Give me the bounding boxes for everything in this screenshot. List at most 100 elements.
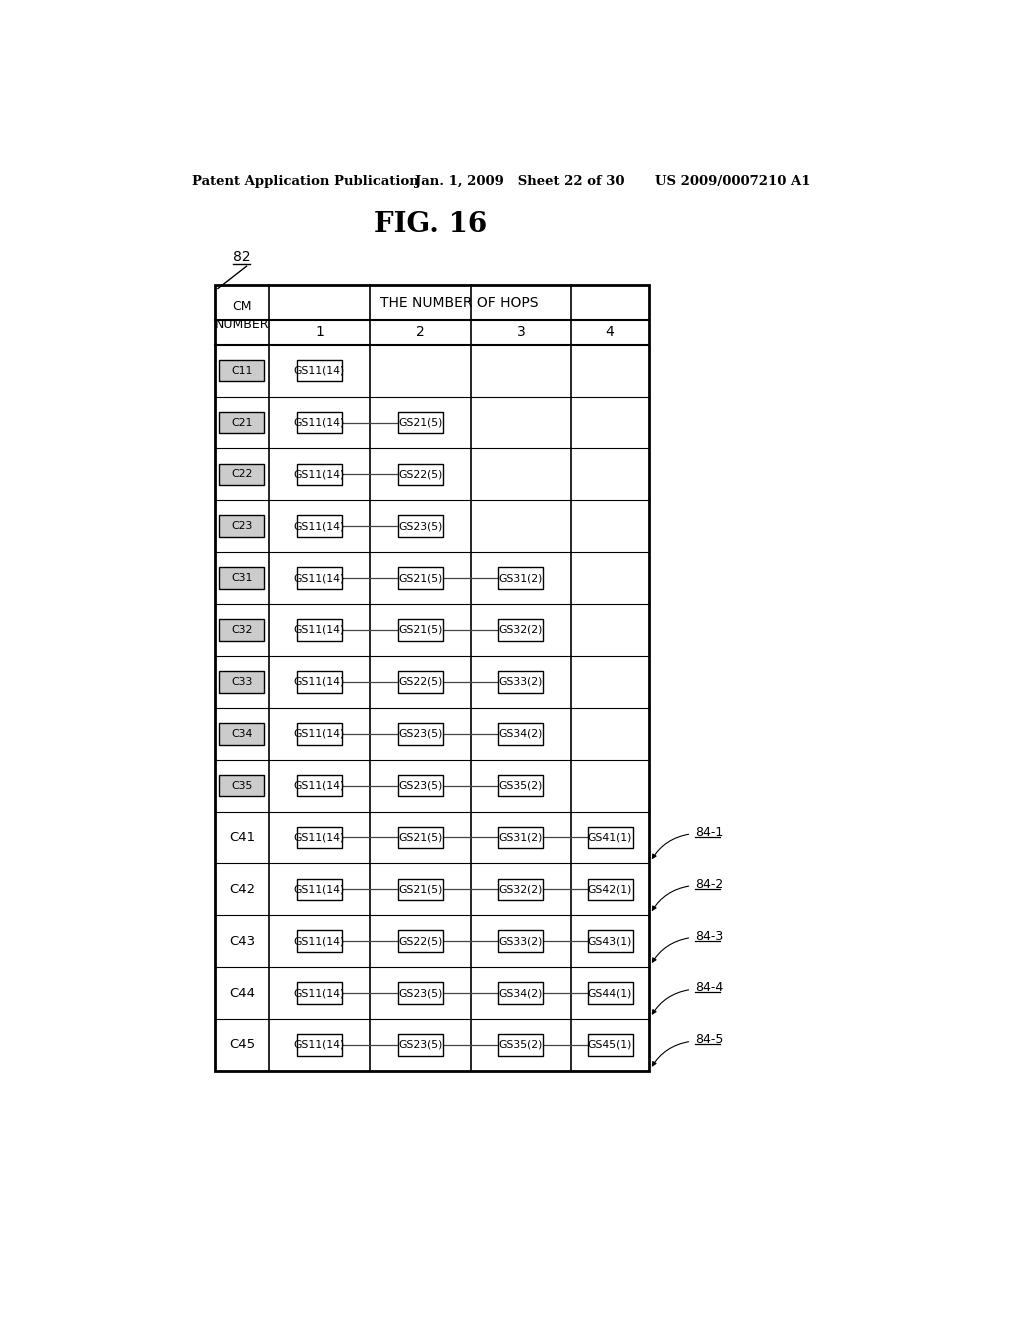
Text: C41: C41 [228, 832, 255, 843]
Bar [499, 671, 544, 693]
Text: C31: C31 [231, 573, 253, 583]
Text: GS44(1): GS44(1) [588, 989, 632, 998]
Bar [397, 1034, 442, 1056]
Bar [397, 826, 442, 849]
Bar [588, 879, 633, 900]
Bar [219, 723, 264, 744]
Bar [297, 568, 342, 589]
Text: C23: C23 [231, 521, 253, 531]
Text: GS35(2): GS35(2) [499, 780, 543, 791]
Bar [297, 463, 342, 486]
Text: GS11(14): GS11(14) [294, 780, 345, 791]
Text: GS43(1): GS43(1) [588, 936, 632, 946]
Text: GS23(5): GS23(5) [398, 521, 442, 531]
Text: GS31(2): GS31(2) [499, 833, 543, 842]
Text: GS11(14): GS11(14) [294, 521, 345, 531]
Text: C21: C21 [231, 417, 253, 428]
Text: GS11(14): GS11(14) [294, 729, 345, 739]
Bar [588, 931, 633, 952]
Bar [297, 360, 342, 381]
Text: C11: C11 [231, 366, 253, 376]
Bar [219, 412, 264, 433]
Bar [297, 775, 342, 796]
Text: Patent Application Publication: Patent Application Publication [191, 176, 418, 189]
Text: GS23(5): GS23(5) [398, 729, 442, 739]
Bar [588, 982, 633, 1003]
Text: GS41(1): GS41(1) [588, 833, 632, 842]
Bar [219, 516, 264, 537]
Text: GS33(2): GS33(2) [499, 677, 543, 686]
Text: GS11(14): GS11(14) [294, 833, 345, 842]
Text: GS11(14): GS11(14) [294, 573, 345, 583]
Text: GS11(14): GS11(14) [294, 936, 345, 946]
Text: 84-5: 84-5 [695, 1034, 724, 1047]
Text: GS23(5): GS23(5) [398, 1040, 442, 1049]
Bar [297, 826, 342, 849]
Text: GS22(5): GS22(5) [398, 470, 442, 479]
Text: 84-3: 84-3 [695, 929, 724, 942]
Text: GS21(5): GS21(5) [398, 884, 442, 895]
Text: C33: C33 [231, 677, 253, 686]
Text: GS23(5): GS23(5) [398, 780, 442, 791]
Bar [588, 1034, 633, 1056]
Text: GS32(2): GS32(2) [499, 624, 543, 635]
Bar [397, 931, 442, 952]
Bar [215, 285, 649, 1071]
Bar [219, 619, 264, 640]
Text: GS45(1): GS45(1) [588, 1040, 632, 1049]
Text: 84-2: 84-2 [695, 878, 724, 891]
Bar [397, 412, 442, 433]
Bar [219, 463, 264, 486]
Text: GS11(14): GS11(14) [294, 1040, 345, 1049]
Bar [297, 412, 342, 433]
Text: Jan. 1, 2009   Sheet 22 of 30: Jan. 1, 2009 Sheet 22 of 30 [415, 176, 625, 189]
Text: C42: C42 [228, 883, 255, 896]
Text: GS33(2): GS33(2) [499, 936, 543, 946]
Bar [297, 931, 342, 952]
Text: 1: 1 [315, 326, 324, 339]
Bar [397, 982, 442, 1003]
Text: GS22(5): GS22(5) [398, 677, 442, 686]
Bar [219, 671, 264, 693]
Text: C35: C35 [231, 780, 253, 791]
Text: C43: C43 [228, 935, 255, 948]
Text: GS42(1): GS42(1) [588, 884, 632, 895]
Text: GS11(14): GS11(14) [294, 989, 345, 998]
Bar [499, 931, 544, 952]
Text: GS34(2): GS34(2) [499, 989, 543, 998]
Text: GS11(14): GS11(14) [294, 366, 345, 376]
Bar [297, 982, 342, 1003]
Bar [297, 619, 342, 640]
Text: GS21(5): GS21(5) [398, 573, 442, 583]
Text: CM
NUMBER: CM NUMBER [215, 300, 269, 330]
Text: GS31(2): GS31(2) [499, 573, 543, 583]
Text: GS32(2): GS32(2) [499, 884, 543, 895]
Bar [219, 360, 264, 381]
Text: GS21(5): GS21(5) [398, 624, 442, 635]
Text: FIG. 16: FIG. 16 [374, 211, 486, 238]
Bar [499, 775, 544, 796]
Bar [297, 516, 342, 537]
Text: 3: 3 [516, 326, 525, 339]
Text: GS11(14): GS11(14) [294, 417, 345, 428]
Bar [397, 671, 442, 693]
Bar [588, 826, 633, 849]
Text: 2: 2 [416, 326, 425, 339]
Text: US 2009/0007210 A1: US 2009/0007210 A1 [655, 176, 811, 189]
Bar [397, 463, 442, 486]
Text: C45: C45 [228, 1039, 255, 1052]
Text: GS11(14): GS11(14) [294, 624, 345, 635]
Bar [297, 879, 342, 900]
Bar [397, 879, 442, 900]
Bar [499, 982, 544, 1003]
Text: 84-1: 84-1 [695, 826, 724, 838]
Text: C34: C34 [231, 729, 253, 739]
Text: 84-4: 84-4 [695, 981, 724, 994]
Bar [499, 568, 544, 589]
Bar [297, 1034, 342, 1056]
Bar [397, 568, 442, 589]
Bar [397, 619, 442, 640]
Bar [397, 775, 442, 796]
Text: 4: 4 [605, 326, 614, 339]
Bar [499, 723, 544, 744]
